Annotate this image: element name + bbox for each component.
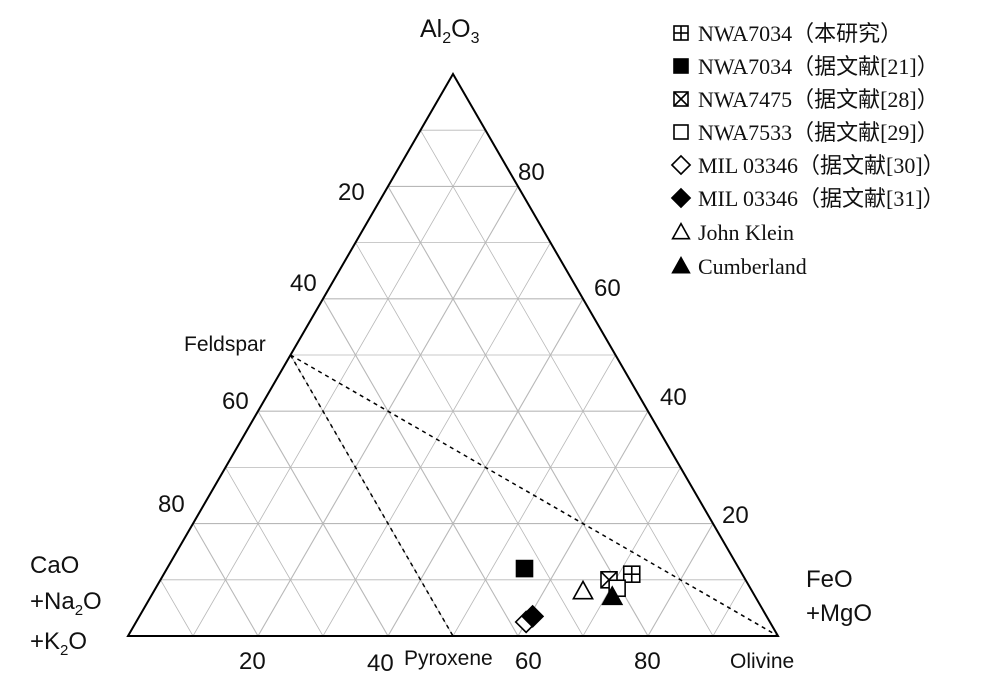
apex-label-top: Al2O3 (420, 15, 480, 47)
data-point-square-plus-0 (622, 565, 641, 583)
data-point-triangle-open-6-shape (572, 579, 594, 600)
tick-label-right-40: 40 (660, 384, 687, 411)
legend-symbol-0 (673, 25, 689, 41)
legend-label-2: NWA7475（据文献[28]） (698, 87, 939, 112)
grid-line (192, 523, 259, 637)
tick-label-bottom-80: 80 (634, 648, 661, 675)
legend-symbol-4 (670, 154, 692, 176)
tick-label-left-20: 20 (338, 179, 365, 206)
grid-line (225, 467, 324, 637)
data-point-square-filled-1-shape (515, 559, 534, 578)
tick-label-left-60: 60 (222, 388, 249, 415)
legend-symbol-2-d2 (673, 91, 689, 107)
legend-symbol-3 (673, 124, 689, 140)
legend-symbol-6 (671, 221, 691, 240)
legend-symbol-7-shape (671, 255, 691, 274)
tick-label-bottom-40: 40 (367, 650, 394, 677)
legend-symbol-6-shape (671, 221, 691, 240)
tick-label-right-80: 80 (518, 159, 545, 186)
legend: NWA7034（本研究） NWA7034（据文献[21]） NWA7475（据文… (670, 21, 945, 279)
data-point-triangle-filled-7 (601, 585, 624, 606)
data-point-square-filled-1 (515, 559, 534, 578)
apex-label-right-line2: +MgO (806, 600, 872, 627)
grid-line (420, 129, 714, 637)
grid-line (160, 579, 194, 637)
tick-label-bottom-20: 20 (239, 648, 266, 675)
tick-label-right-20: 20 (722, 502, 749, 529)
legend-symbol-1 (673, 58, 689, 74)
tick-label-bottom-60: 60 (515, 648, 542, 675)
legend-symbol-7 (671, 255, 691, 274)
tie-line-pyroxene (289, 354, 454, 637)
label-olivine: Olivine (730, 650, 794, 673)
data-point-diamond-filled-5 (521, 604, 545, 628)
tick-label-right-60: 60 (594, 275, 621, 302)
legend-label-5: MIL 03346（据文献[31]） (698, 186, 945, 211)
legend-label-4: MIL 03346（据文献[30]） (698, 153, 945, 178)
legend-symbol-4-shape (670, 154, 692, 176)
tie-line-olivine (290, 354, 779, 637)
apex-label-left-line2: +Na2O (30, 588, 102, 619)
legend-label-1: NWA7034（据文献[21]） (698, 54, 939, 79)
legend-label-6: John Klein (698, 220, 794, 245)
data-point-diamond-filled-5-shape (521, 604, 545, 628)
legend-symbol-1-shape (673, 58, 689, 74)
apex-label-left-line3: +K2O (30, 628, 87, 659)
legend-label-3: NWA7533（据文献[29]） (698, 120, 939, 145)
triangle-frame (126, 72, 780, 637)
grid-lines (160, 129, 746, 637)
label-pyroxene: Pyroxene (404, 647, 493, 670)
apex-label-left-line1: CaO (30, 552, 79, 579)
grid-line (355, 242, 584, 637)
legend-symbol-5-shape (670, 187, 692, 209)
legend-label-7: Cumberland (698, 254, 807, 279)
apex-label-right-line1: FeO (806, 566, 853, 593)
data-point-triangle-open-6 (572, 579, 594, 600)
grid-line (257, 410, 389, 637)
legend-label-0: NWA7034（本研究） (698, 21, 902, 46)
legend-symbol-3-shape (673, 124, 689, 140)
data-point-triangle-filled-7-shape (601, 585, 624, 606)
legend-symbol-5 (670, 187, 692, 209)
tick-label-left-40: 40 (290, 270, 317, 297)
label-feldspar: Feldspar (184, 333, 266, 356)
data-points (514, 559, 641, 634)
legend-symbol-2 (673, 91, 689, 107)
tick-label-left-80: 80 (158, 491, 185, 518)
tie-lines (289, 354, 779, 637)
